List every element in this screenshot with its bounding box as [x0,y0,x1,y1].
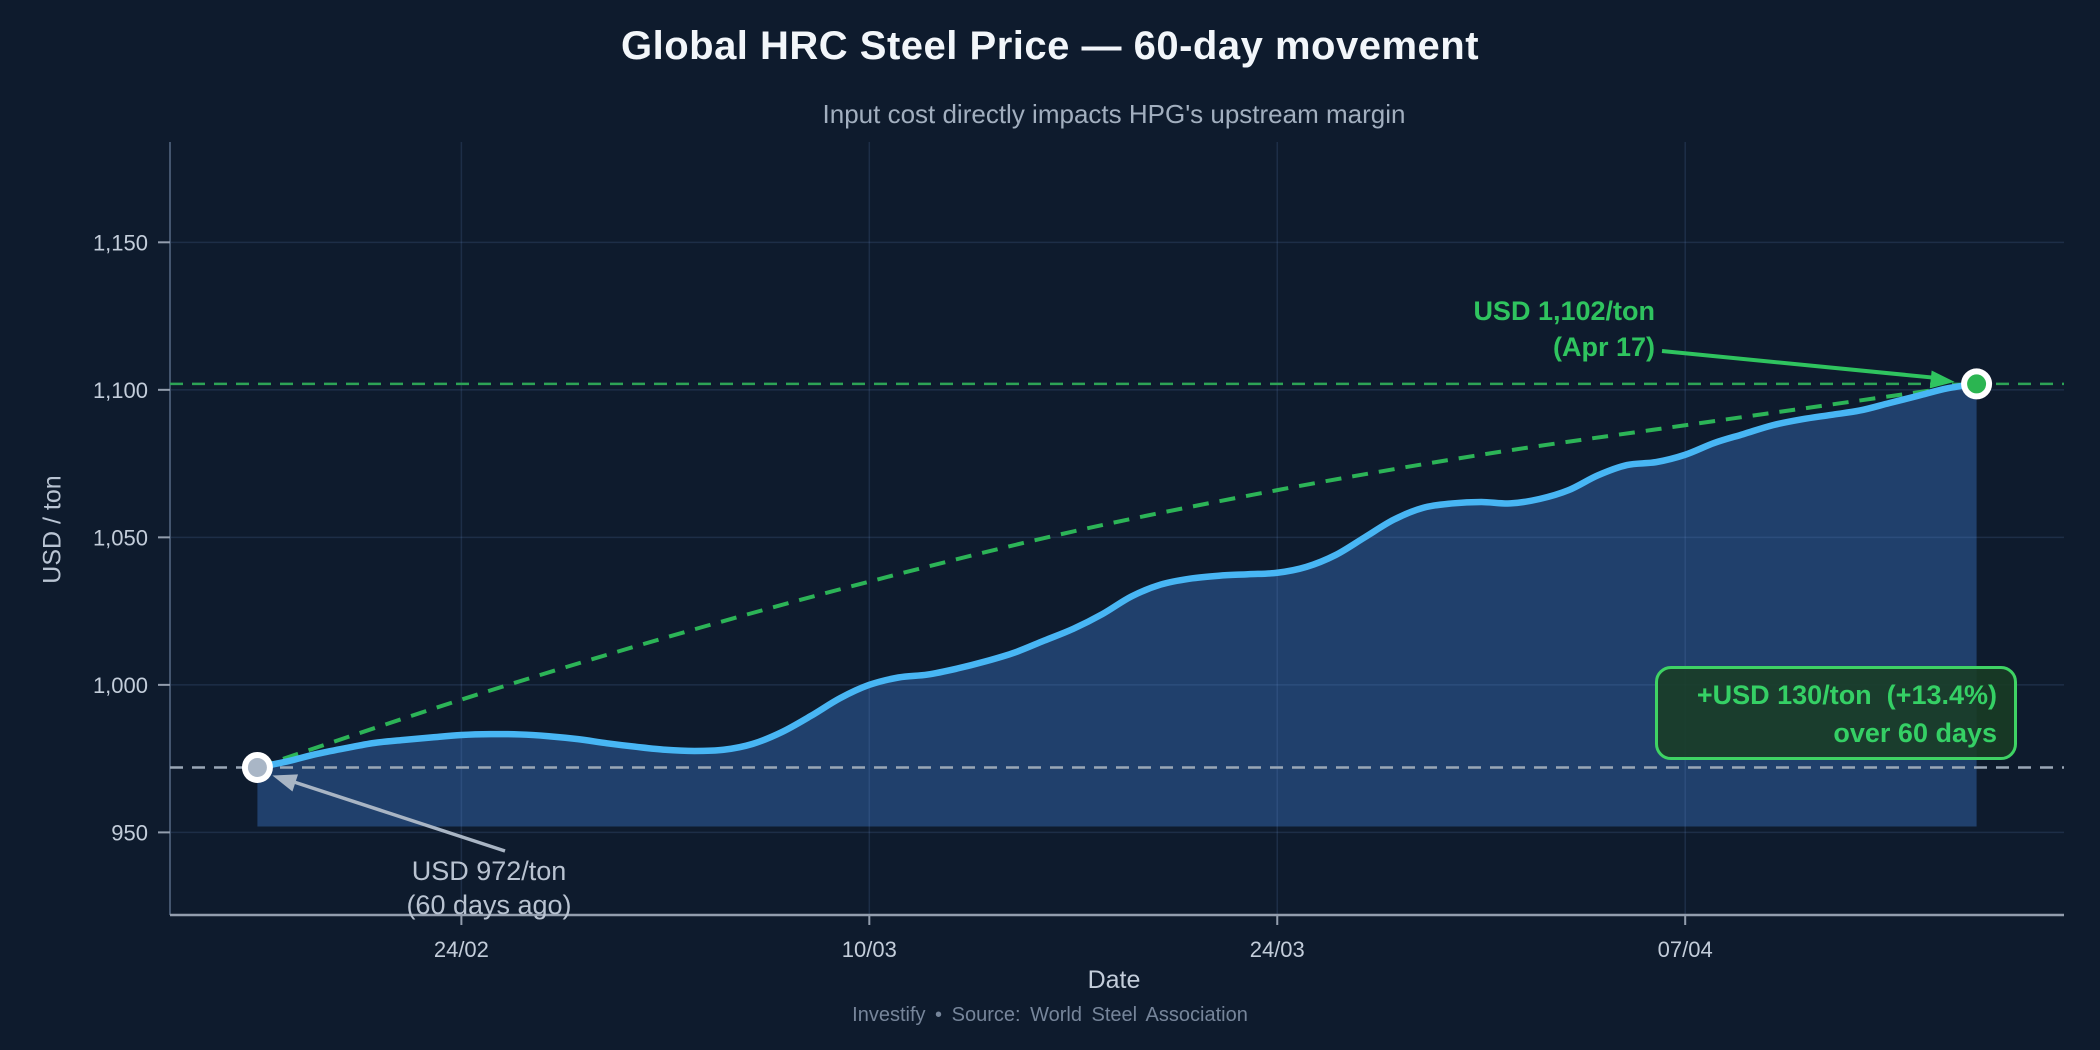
end-point-annotation: USD 1,102/ton (Apr 17) [1255,293,1655,365]
chart-subtitle: Input cost directly impacts HPG's upstre… [822,99,1406,129]
price-line [254,380,1980,771]
source-credit: Investify • Source: World Steel Associat… [852,1004,1248,1026]
y-tick-label: 1,000 [93,673,148,698]
end-annotation-arrow-line [1661,349,1937,380]
y-tick-label: 950 [111,820,148,845]
change-badge-delta: +USD 130/ton (+13.4%) [1696,680,1997,710]
start-marker [247,757,267,777]
trend-dashed-line [256,381,1977,770]
chart-title: Global HRC Steel Price — 60-day movement [620,24,1480,68]
x-tick-label: 10/03 [842,937,897,962]
x-tick-label: 24/02 [434,937,489,962]
y-tick-label: 1,100 [93,378,148,403]
x-tick-label: 07/04 [1658,937,1713,962]
x-tick-label: 24/03 [1250,937,1305,962]
start-point-date: (60 days ago) [406,890,572,920]
start-annotation-arrow-line [288,778,506,853]
y-tick-label: 1,050 [93,525,148,550]
y-tick-label: 1,150 [93,230,148,255]
start-point-price: USD 972/ton [411,856,567,886]
start-point-annotation: USD 972/ton (60 days ago) [289,854,689,922]
end-marker [1967,374,1987,394]
change-badge: +USD 130/ton (+13.4%) over 60 days [1655,666,2017,760]
start-annotation-arrow-head [272,774,299,792]
change-badge-period: over 60 days [1833,718,1997,748]
end-annotation-arrow-head [1929,370,1955,389]
y-axis-title: USD / ton [38,475,67,584]
end-point-price: USD 1,102/ton [1473,296,1655,326]
end-point-date: (Apr 17) [1552,332,1655,362]
x-axis-title: Date [1087,966,1141,994]
